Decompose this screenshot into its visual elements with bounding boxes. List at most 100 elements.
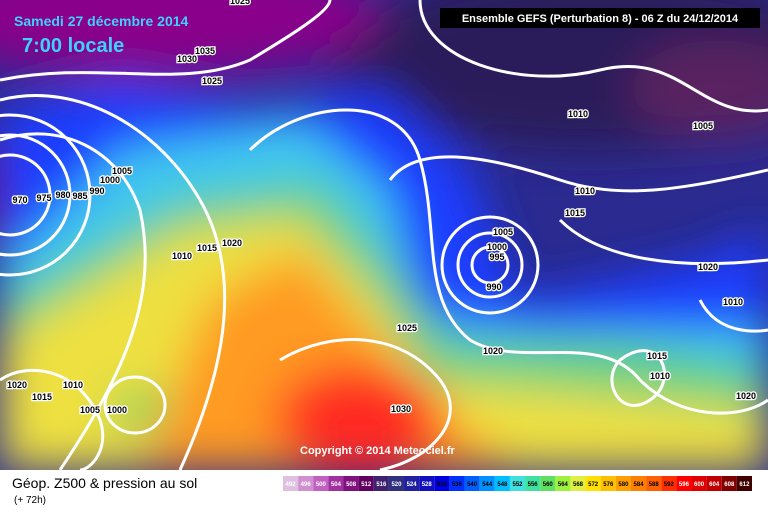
isobar-label: 990 [89,186,104,196]
colorbar-label: 608 [724,482,735,488]
colorbar-swatch [736,476,752,491]
isobar-labels: 1025103510301025101010051005100099098598… [6,0,758,416]
colorbar-label: 540 [467,482,478,488]
isobar-label: 1025 [397,323,417,333]
isobar-label: 995 [489,252,504,262]
isobar-label: 1000 [487,242,507,252]
colorbar: 492 496 500 504 508 512 516 520 524 528 532 536 540 5… [283,476,752,491]
colorbar-label: 500 [316,482,327,488]
isobar-label: 1015 [197,243,217,253]
colorbar-swatch [721,476,737,491]
colorbar-label: 564 [558,482,569,488]
isobar-label: 1010 [650,371,670,381]
isobar-label: 980 [55,190,70,200]
colorbar-swatch [630,476,647,491]
isobar-label: 1015 [565,208,585,218]
model-info: Ensemble GEFS (Perturbation 8) - 06 Z du… [462,13,739,25]
colorbar-label: 516 [376,482,387,488]
colorbar-swatch [419,476,435,491]
isobar-label: 990 [486,282,501,292]
colorbar-label: 508 [346,482,357,488]
isobar-label: 1025 [230,0,250,6]
colorbar-label: 512 [361,482,372,488]
isobar-label: 1010 [568,109,588,119]
isobar-label: 1015 [647,351,667,361]
colorbar-swatch [434,476,450,491]
colorbar-swatch [298,476,314,491]
isobar-label: 1010 [172,251,192,261]
colorbar-swatch [555,476,571,491]
isobar-label: 1020 [7,380,27,390]
isobar-label: 1005 [80,405,100,415]
colorbar-label: 520 [391,482,402,488]
colorbar-swatch [615,476,631,491]
colorbar-swatch [661,476,677,491]
isobar-label: 1025 [202,76,222,86]
footer-title: Géop. Z500 & pression au sol [12,475,197,491]
colorbar-swatch [449,476,465,491]
colorbar-label: 576 [603,482,614,488]
colorbar-label: 524 [407,482,418,488]
isobar-label: 1020 [222,238,242,248]
isobar-label: 1005 [693,121,713,131]
colorbar-label: 592 [664,482,675,488]
colorbar-label: 544 [482,482,493,488]
colorbar-swatch [509,476,526,491]
forecast-time: 7:00 locale [22,35,124,57]
colorbar-swatch [494,476,510,491]
colorbar-label: 572 [588,482,599,488]
colorbar-label: 612 [739,482,750,488]
colorbar-label: 596 [679,482,690,488]
isobar-label: 1035 [195,46,215,56]
colorbar-swatch [525,476,541,491]
isobar-label: 970 [12,195,27,205]
colorbar-label: 600 [694,482,705,488]
colorbar-swatch [388,476,405,491]
colorbar-swatch [464,476,480,491]
colorbar-label: 588 [649,482,660,488]
isobar-label: 1020 [483,346,503,356]
isobar-label: 1010 [575,186,595,196]
colorbar-swatch [646,476,662,491]
colorbar-label: 604 [709,482,720,488]
copyright: Copyright © 2014 Meteociel.fr [300,445,456,457]
isobar-label: 1010 [63,380,83,390]
colorbar-label: 528 [422,482,433,488]
colorbar-label: 548 [497,482,508,488]
colorbar-swatch [373,476,389,491]
isobar-label: 1030 [391,404,411,414]
forecast-date: Samedi 27 décembre 2014 [14,13,189,29]
colorbar-swatch [283,476,299,491]
isobar-label: 1030 [177,54,197,64]
colorbar-swatch [676,476,692,491]
colorbar-label: 556 [528,482,539,488]
footer-lead: (+ 72h) [14,495,46,506]
colorbar-label: 496 [301,482,312,488]
colorbar-label: 504 [331,482,342,488]
colorbar-swatch [691,476,707,491]
colorbar-swatch [313,476,329,491]
geopotential-field [0,0,768,470]
isobar-label: 1020 [736,391,756,401]
isobar-label: 985 [72,191,87,201]
colorbar-swatch [479,476,495,491]
isobar-label: 1005 [493,227,513,237]
model-banner [440,8,760,28]
colorbar-swatch [706,476,722,491]
colorbar-swatch [540,476,556,491]
colorbar-label: 568 [573,482,584,488]
colorbar-swatch [404,476,420,491]
colorbar-swatch [570,476,586,491]
colorbar-label: 552 [512,482,523,488]
colorbar-label: 580 [618,482,629,488]
isobar-label: 975 [36,193,51,203]
colorbar-label: 492 [286,482,297,488]
isobar-label: 1010 [723,297,743,307]
colorbar-swatch [343,476,359,491]
isobar-label: 1000 [100,175,120,185]
isobar-label: 1000 [107,405,127,415]
colorbar-label: 532 [437,482,448,488]
colorbar-swatch [600,476,616,491]
isobar-label: 1005 [112,166,132,176]
